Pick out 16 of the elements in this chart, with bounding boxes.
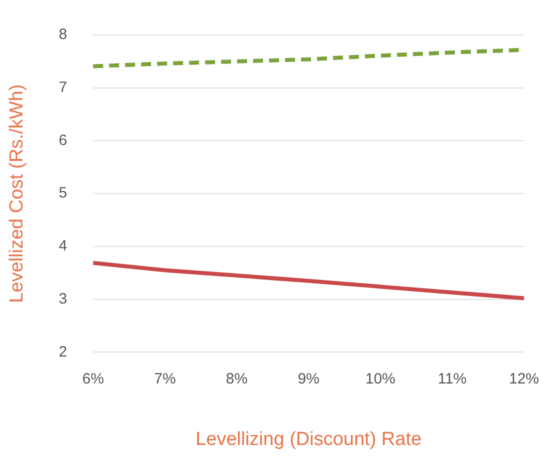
y-tick-label: 7 xyxy=(58,79,68,96)
y-tick-label: 6 xyxy=(58,132,68,149)
y-axis-title: Levellized Cost (Rs./kWh) xyxy=(6,84,28,303)
x-tick-label: 12% xyxy=(508,370,540,388)
x-tick-label: 8% xyxy=(226,370,248,388)
x-tick-label: 9% xyxy=(298,370,320,388)
x-tick-label: 6% xyxy=(82,370,104,388)
x-tick-label: 10% xyxy=(365,370,396,388)
y-tick-label: 5 xyxy=(58,184,68,202)
x-tick-label: 7% xyxy=(154,370,176,388)
y-tick-label: 4 xyxy=(58,238,68,255)
x-axis-title: Levellizing (Discount) Rate xyxy=(196,428,422,450)
y-tick-label: 3 xyxy=(58,290,68,308)
x-tick-label: 11% xyxy=(438,370,467,388)
y-tick-label: 8 xyxy=(58,26,68,44)
y-tick-label: 2 xyxy=(58,343,68,360)
